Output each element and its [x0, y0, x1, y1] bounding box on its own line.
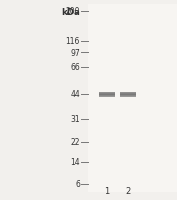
Text: 200: 200	[65, 7, 80, 16]
Text: 31: 31	[70, 115, 80, 124]
Bar	[120, 96, 136, 97]
Bar	[120, 93, 136, 94]
Bar	[99, 96, 115, 97]
Text: 2: 2	[125, 187, 131, 196]
Bar	[120, 95, 136, 96]
Text: 66: 66	[70, 63, 80, 72]
Text: 14: 14	[70, 158, 80, 167]
Bar	[99, 95, 115, 96]
Bar	[99, 93, 115, 94]
Text: kDa: kDa	[61, 8, 80, 17]
Bar	[120, 94, 136, 95]
Bar	[88, 5, 177, 192]
Text: 97: 97	[70, 48, 80, 57]
Bar	[120, 92, 136, 93]
Bar	[99, 94, 115, 95]
Text: 6: 6	[75, 180, 80, 189]
Bar	[99, 92, 115, 93]
Text: 44: 44	[70, 90, 80, 99]
Text: 1: 1	[104, 187, 110, 196]
Text: 116: 116	[66, 37, 80, 46]
Text: 22: 22	[70, 138, 80, 147]
